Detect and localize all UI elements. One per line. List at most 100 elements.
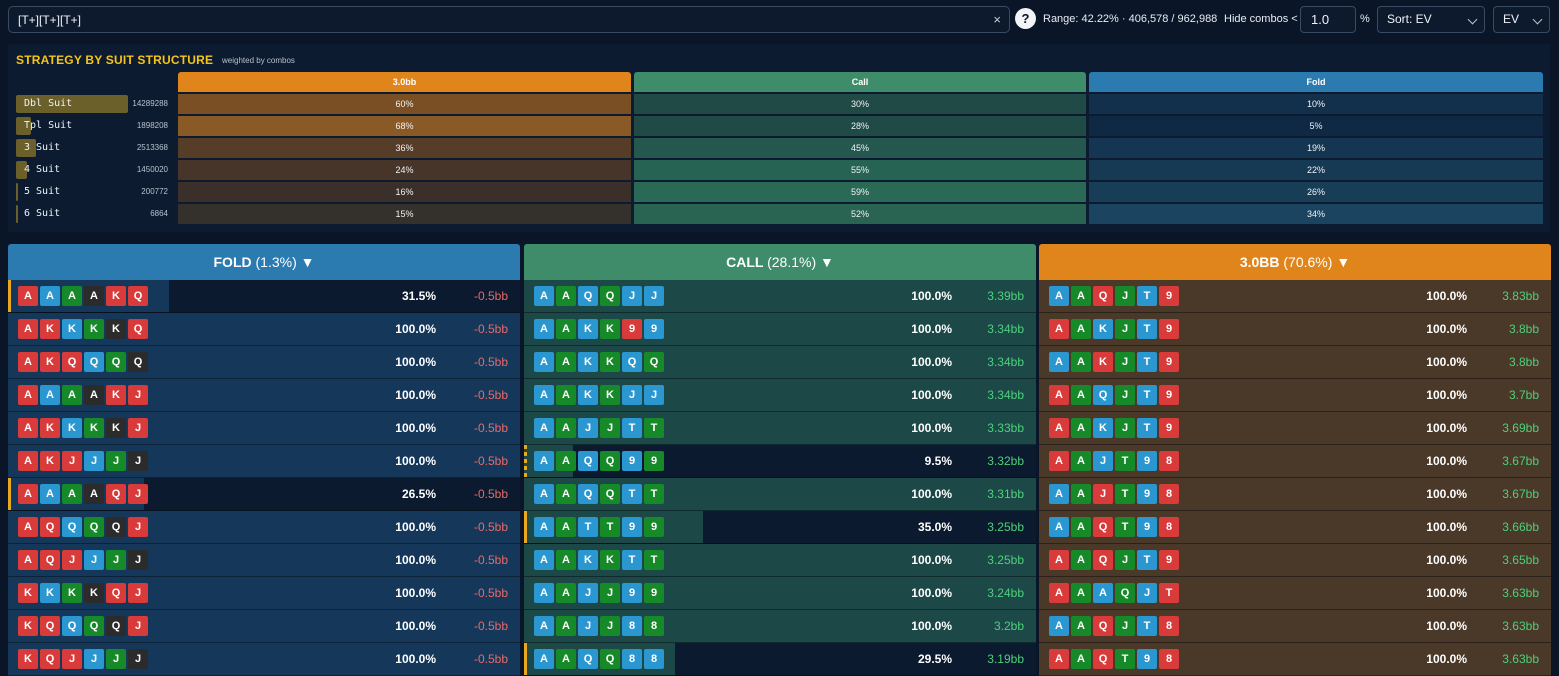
- playing-card: T: [622, 418, 642, 438]
- strategy-row[interactable]: 4 Suit 1450020 24% 55% 22%: [8, 160, 1550, 180]
- hand-row[interactable]: A A K K 9 9 100.0% 3.34bb: [524, 313, 1036, 346]
- hand-ev: -0.5bb: [473, 454, 508, 468]
- hand-row[interactable]: A A K J T 9 100.0% 3.8bb: [1039, 313, 1551, 346]
- hand-frequency: 100.0%: [1426, 355, 1467, 369]
- playing-card: J: [128, 649, 148, 669]
- hand-row[interactable]: A A Q T 9 8 100.0% 3.66bb: [1039, 511, 1551, 544]
- hand-row[interactable]: A K K K K Q 100.0% -0.5bb: [8, 313, 520, 346]
- playing-card: Q: [1093, 550, 1113, 570]
- hand-row[interactable]: A A K K T T 100.0% 3.25bb: [524, 544, 1036, 577]
- playing-card: A: [534, 583, 554, 603]
- strategy-col-raise[interactable]: 3.0bb: [178, 72, 631, 92]
- hand-ev: 3.63bb: [1502, 586, 1539, 600]
- playing-card: A: [556, 583, 576, 603]
- hide-combos-input[interactable]: [1300, 6, 1356, 33]
- playing-card: K: [40, 418, 60, 438]
- suit-structure-label: Dbl Suit: [16, 95, 128, 113]
- hand-frequency: 100.0%: [911, 421, 952, 435]
- mixed-strategy-marker: [8, 478, 11, 510]
- playing-card: A: [18, 550, 38, 570]
- playing-card: T: [1137, 286, 1157, 306]
- playing-card: A: [1071, 517, 1091, 537]
- playing-card: J: [1093, 484, 1113, 504]
- suit-structure-count: 2513368: [136, 143, 168, 152]
- hand-row[interactable]: K K K K Q J 100.0% -0.5bb: [8, 577, 520, 610]
- playing-card: 9: [644, 451, 664, 471]
- playing-card: J: [128, 418, 148, 438]
- suit-structure-bar: [16, 205, 18, 223]
- hand-row[interactable]: A A A Q J T 100.0% 3.63bb: [1039, 577, 1551, 610]
- hand-row[interactable]: A A Q J T 9 100.0% 3.83bb: [1039, 280, 1551, 313]
- hand-row[interactable]: A A T T 9 9 35.0% 3.25bb: [524, 511, 1036, 544]
- metric-select[interactable]: EV: [1493, 6, 1550, 33]
- hand-row[interactable]: A K Q Q Q Q 100.0% -0.5bb: [8, 346, 520, 379]
- playing-card: K: [40, 319, 60, 339]
- hand-row[interactable]: A A Q T 9 8 100.0% 3.63bb: [1039, 643, 1551, 676]
- raise-action-label: 3.0BB: [1239, 254, 1280, 270]
- hand-row[interactable]: A A K J T 9 100.0% 3.69bb: [1039, 412, 1551, 445]
- playing-card: J: [62, 550, 82, 570]
- playing-card: A: [18, 319, 38, 339]
- hand-row[interactable]: A A A A Q J 26.5% -0.5bb: [8, 478, 520, 511]
- hide-combos-label: Hide combos <: [1224, 13, 1298, 25]
- hand-row[interactable]: A A Q Q 8 8 29.5% 3.19bb: [524, 643, 1036, 676]
- strategy-row[interactable]: Tpl Suit 1898208 68% 28% 5%: [8, 116, 1550, 136]
- hand-row[interactable]: A K J J J J 100.0% -0.5bb: [8, 445, 520, 478]
- strategy-row[interactable]: 3 Suit 2513368 36% 45% 19%: [8, 138, 1550, 158]
- strategy-row[interactable]: 6 Suit 6864 15% 52% 34%: [8, 204, 1550, 224]
- clear-icon[interactable]: ×: [993, 12, 1001, 27]
- playing-card: A: [1071, 616, 1091, 636]
- help-icon[interactable]: ?: [1015, 8, 1036, 29]
- mixed-strategy-marker: [8, 280, 11, 312]
- strategy-cell-fold: 5%: [1089, 116, 1543, 136]
- call-column-header[interactable]: CALL (28.1%) ▼: [524, 244, 1036, 280]
- playing-card: T: [1137, 550, 1157, 570]
- search-input[interactable]: [9, 7, 979, 32]
- strategy-cell-call: 52%: [634, 204, 1086, 224]
- hand-row[interactable]: A A K J T 9 100.0% 3.8bb: [1039, 346, 1551, 379]
- playing-card: A: [1071, 418, 1091, 438]
- suit-structure-label: 5 Suit: [16, 183, 60, 201]
- hand-row[interactable]: A A A A K Q 31.5% -0.5bb: [8, 280, 520, 313]
- hand-row[interactable]: A K K K K J 100.0% -0.5bb: [8, 412, 520, 445]
- strategy-col-fold[interactable]: Fold: [1089, 72, 1543, 92]
- strategy-cell-call: 55%: [634, 160, 1086, 180]
- playing-card: 8: [644, 649, 664, 669]
- playing-card: K: [600, 385, 620, 405]
- hand-row[interactable]: A A Q Q T T 100.0% 3.31bb: [524, 478, 1036, 511]
- hand-row[interactable]: A A Q J T 9 100.0% 3.7bb: [1039, 379, 1551, 412]
- hand-ev: 3.39bb: [987, 289, 1024, 303]
- strategy-row[interactable]: 5 Suit 200772 16% 59% 26%: [8, 182, 1550, 202]
- playing-card: T: [644, 418, 664, 438]
- hand-row[interactable]: K Q J J J J 100.0% -0.5bb: [8, 643, 520, 676]
- playing-card: K: [18, 583, 38, 603]
- hand-row[interactable]: A A Q J T 8 100.0% 3.63bb: [1039, 610, 1551, 643]
- hand-row[interactable]: A A A A K J 100.0% -0.5bb: [8, 379, 520, 412]
- hand-row[interactable]: A A Q Q 9 9 9.5% 3.32bb: [524, 445, 1036, 478]
- hand-row[interactable]: A Q Q Q Q J 100.0% -0.5bb: [8, 511, 520, 544]
- hand-row[interactable]: A A Q J T 9 100.0% 3.65bb: [1039, 544, 1551, 577]
- strategy-col-call[interactable]: Call: [634, 72, 1086, 92]
- hand-row[interactable]: A A J T 9 8 100.0% 3.67bb: [1039, 478, 1551, 511]
- fold-column-header[interactable]: FOLD (1.3%) ▼: [8, 244, 520, 280]
- hand-row[interactable]: A A J J 9 9 100.0% 3.24bb: [524, 577, 1036, 610]
- hand-row[interactable]: A A K K Q Q 100.0% 3.34bb: [524, 346, 1036, 379]
- hand-frequency: 100.0%: [395, 355, 436, 369]
- hand-row[interactable]: A A J T 9 8 100.0% 3.67bb: [1039, 445, 1551, 478]
- hand-row[interactable]: A A Q Q J J 100.0% 3.39bb: [524, 280, 1036, 313]
- playing-card: A: [556, 286, 576, 306]
- hand-row[interactable]: A Q J J J J 100.0% -0.5bb: [8, 544, 520, 577]
- strategy-row[interactable]: Dbl Suit 14289288 60% 30% 10%: [8, 94, 1550, 114]
- hand-row[interactable]: A A J J T T 100.0% 3.33bb: [524, 412, 1036, 445]
- fold-action-label: FOLD: [213, 254, 252, 270]
- hand-row[interactable]: K Q Q Q Q J 100.0% -0.5bb: [8, 610, 520, 643]
- playing-card: A: [1049, 649, 1069, 669]
- suit-structure-bar: [16, 117, 31, 135]
- hand-row[interactable]: A A J J 8 8 100.0% 3.2bb: [524, 610, 1036, 643]
- raise-column-header[interactable]: 3.0BB (70.6%) ▼: [1039, 244, 1551, 280]
- sort-select[interactable]: Sort: EV: [1377, 6, 1485, 33]
- hand-row[interactable]: A A K K J J 100.0% 3.34bb: [524, 379, 1036, 412]
- playing-card: A: [40, 484, 60, 504]
